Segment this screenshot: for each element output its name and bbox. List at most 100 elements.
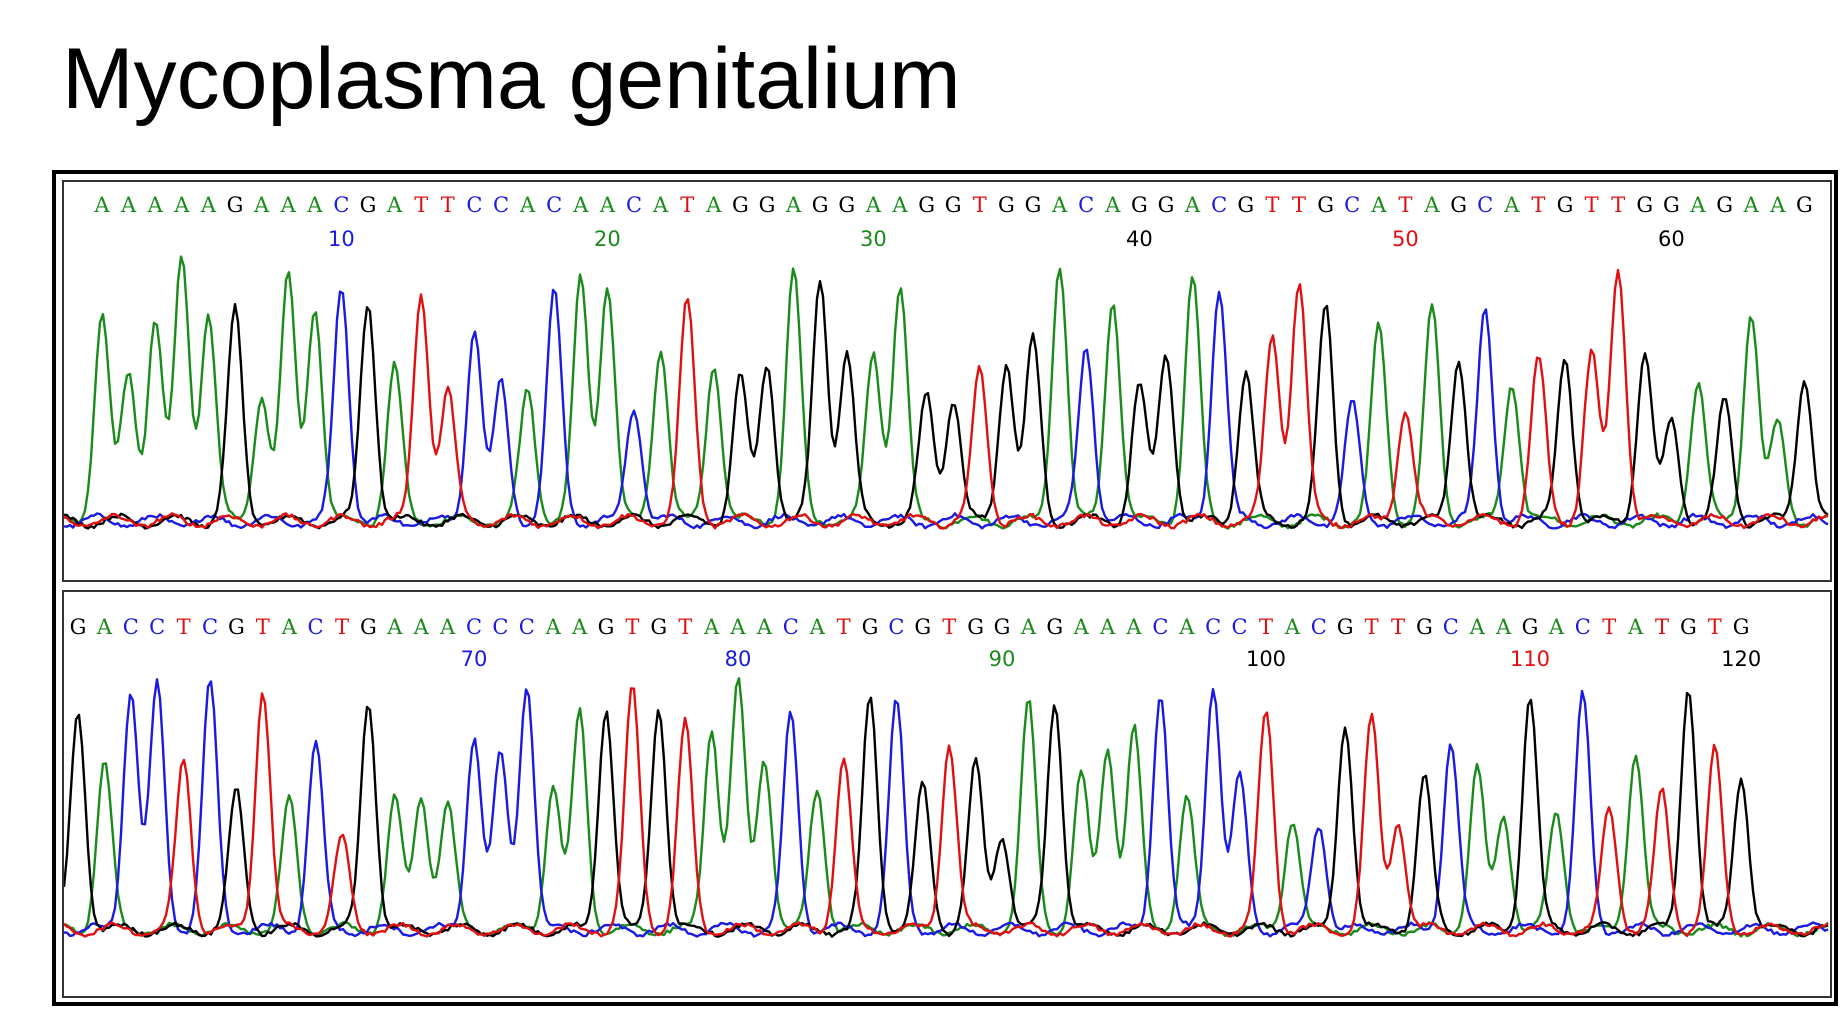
base-call: A — [200, 193, 217, 217]
base-call: A — [571, 615, 588, 639]
base-call: A — [891, 193, 908, 217]
base-call: A — [785, 193, 802, 217]
position-label: 60 — [1658, 227, 1685, 251]
base-call: G — [732, 193, 749, 217]
base-call: A — [386, 615, 403, 639]
base-call: A — [1125, 615, 1142, 639]
base-call: T — [1365, 615, 1379, 639]
base-call: A — [1503, 193, 1520, 217]
base-call: G — [914, 615, 931, 639]
base-call: A — [281, 615, 298, 639]
base-call: G — [360, 193, 377, 217]
base-call: G — [1450, 193, 1467, 217]
base-call: A — [1284, 615, 1301, 639]
position-label: 90 — [989, 647, 1016, 671]
base-call: G — [1796, 193, 1813, 217]
trace-T — [64, 687, 1829, 938]
base-call: G — [1237, 193, 1254, 217]
base-call: G — [1557, 193, 1574, 217]
base-call: G — [598, 615, 615, 639]
base-call: G — [1663, 193, 1680, 217]
base-call: G — [812, 193, 829, 217]
base-call: G — [998, 193, 1015, 217]
base-call: C — [1205, 615, 1221, 639]
base-call: A — [280, 193, 297, 217]
base-call: T — [625, 615, 639, 639]
base-call: A — [865, 193, 882, 217]
base-call: C — [1477, 193, 1493, 217]
base-call: T — [1398, 193, 1412, 217]
base-call: C — [1078, 193, 1094, 217]
base-call: C — [1152, 615, 1168, 639]
base-call: G — [1636, 193, 1653, 217]
base-call: T — [678, 615, 692, 639]
base-call: A — [1689, 193, 1706, 217]
base-call: A — [386, 193, 403, 217]
trace-T — [64, 268, 1829, 530]
trace-A — [64, 255, 1829, 530]
base-call: T — [1259, 615, 1273, 639]
base-call: G — [1317, 193, 1334, 217]
base-call: G — [360, 615, 377, 639]
base-call: A — [599, 193, 616, 217]
base-call: A — [93, 193, 110, 217]
base-call: A — [147, 193, 164, 217]
base-call: A — [652, 193, 669, 217]
base-call: T — [335, 615, 349, 639]
base-call: A — [1495, 615, 1512, 639]
base-call: T — [1531, 193, 1545, 217]
position-label: 50 — [1392, 227, 1419, 251]
base-call: A — [253, 193, 270, 217]
position-label: 100 — [1246, 647, 1286, 671]
base-call: C — [888, 615, 904, 639]
base-call: A — [120, 193, 137, 217]
base-call: G — [1337, 615, 1354, 639]
base-call: C — [783, 615, 799, 639]
base-call: C — [1232, 615, 1248, 639]
base-call: C — [123, 615, 139, 639]
base-call: C — [519, 615, 535, 639]
position-label: 40 — [1126, 227, 1153, 251]
base-call: G — [945, 193, 962, 217]
base-call: C — [466, 615, 482, 639]
base-call: T — [1585, 193, 1599, 217]
base-call: T — [256, 615, 270, 639]
base-call: C — [333, 193, 349, 217]
base-call: C — [1344, 193, 1360, 217]
base-call: G — [862, 615, 879, 639]
base-call: C — [308, 615, 324, 639]
base-call: T — [837, 615, 851, 639]
base-call: T — [414, 193, 428, 217]
position-label: 10 — [328, 227, 355, 251]
position-label: 110 — [1510, 647, 1550, 671]
base-call: T — [942, 615, 956, 639]
base-call: A — [1469, 615, 1486, 639]
base-call: G — [1046, 615, 1063, 639]
base-call: A — [1370, 193, 1387, 217]
base-call: G — [838, 193, 855, 217]
base-call: T — [1708, 615, 1722, 639]
base-call: A — [572, 193, 589, 217]
trace-G — [64, 691, 1829, 938]
base-call: A — [756, 615, 773, 639]
base-call: A — [545, 615, 562, 639]
base-call: C — [466, 193, 482, 217]
base-call: T — [1292, 193, 1306, 217]
position-label: 30 — [860, 227, 887, 251]
base-call: A — [729, 615, 746, 639]
base-call: T — [1391, 615, 1405, 639]
position-label: 20 — [594, 227, 621, 251]
base-call: A — [1104, 193, 1121, 217]
base-call: C — [626, 193, 642, 217]
position-label: 70 — [461, 647, 488, 671]
base-call: T — [1655, 615, 1669, 639]
base-call: A — [1184, 193, 1201, 217]
base-call: G — [967, 615, 984, 639]
trace-G — [64, 279, 1829, 530]
base-call: T — [1602, 615, 1616, 639]
base-call: C — [1443, 615, 1459, 639]
base-call: A — [306, 193, 323, 217]
